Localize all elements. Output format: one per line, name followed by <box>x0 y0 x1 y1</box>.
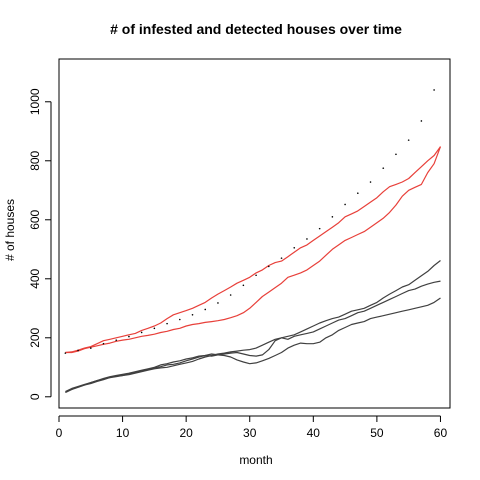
data-point <box>306 238 308 240</box>
data-point <box>318 227 321 230</box>
series-4-line <box>65 260 441 393</box>
data-point <box>128 335 130 338</box>
x-tick-label: 0 <box>56 426 63 440</box>
series-5-line <box>65 280 441 393</box>
data-point <box>242 284 245 287</box>
x-tick-label: 50 <box>370 426 384 440</box>
data-point <box>433 89 435 91</box>
data-point <box>407 139 410 141</box>
data-point <box>166 322 168 325</box>
data-point <box>89 347 92 349</box>
x-tick-label: 10 <box>116 426 130 440</box>
x-tick-label: 30 <box>243 426 257 440</box>
series-3-points <box>64 89 435 354</box>
data-point <box>280 257 283 259</box>
x-tick-label: 40 <box>307 426 321 440</box>
x-axis: 0 10 20 30 40 50 60 <box>56 415 448 440</box>
data-point <box>229 294 232 296</box>
data-point <box>102 342 105 345</box>
y-axis: 0 200 400 600 800 1000 <box>28 88 52 400</box>
data-point <box>369 181 372 183</box>
x-tick-label: 60 <box>434 426 448 440</box>
data-point <box>204 308 207 311</box>
data-point <box>115 339 118 341</box>
data-point <box>420 120 423 122</box>
data-point <box>64 352 67 354</box>
y-tick-label: 200 <box>28 327 42 347</box>
data-point <box>217 302 219 304</box>
data-point <box>140 331 143 334</box>
data-point <box>293 247 296 249</box>
y-axis-label: # of houses <box>3 199 17 261</box>
y-tick-label: 0 <box>28 393 42 400</box>
data-point <box>268 265 270 268</box>
data-point <box>191 313 194 316</box>
chart-title: # of infested and detected houses over t… <box>110 21 402 37</box>
data-point <box>331 216 334 218</box>
x-axis-label: month <box>239 453 272 467</box>
plot-box <box>58 58 451 409</box>
y-tick-label: 1000 <box>28 88 42 115</box>
series-2-line <box>65 146 442 354</box>
x-tick-label: 20 <box>179 426 193 440</box>
series-6-line <box>65 297 441 393</box>
data-point <box>344 203 346 206</box>
data-point <box>357 192 359 195</box>
data-point <box>382 167 385 169</box>
series-1-line <box>65 146 441 354</box>
data-point <box>178 318 181 321</box>
data-point <box>153 327 156 330</box>
data-point <box>77 349 79 352</box>
y-tick-label: 400 <box>28 268 42 288</box>
data-point <box>255 274 257 277</box>
data-point <box>395 153 397 156</box>
y-tick-label: 600 <box>28 209 42 229</box>
y-tick-label: 800 <box>28 150 42 170</box>
series-layer <box>64 89 442 393</box>
